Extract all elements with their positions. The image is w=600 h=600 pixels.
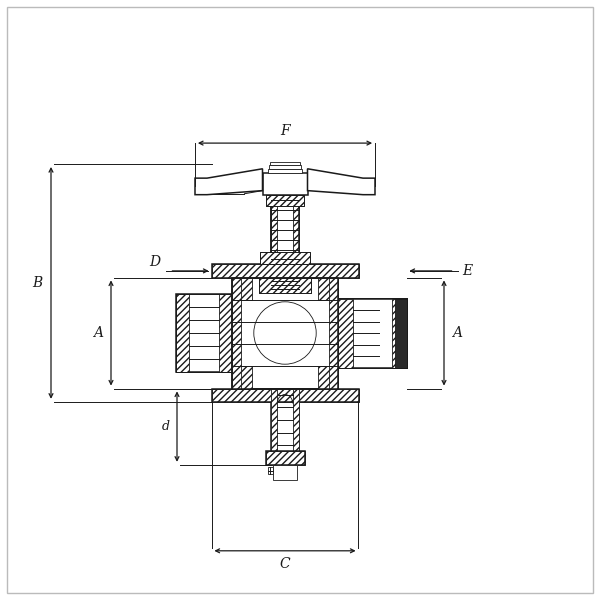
Bar: [271, 389, 299, 451]
Bar: [269, 165, 301, 169]
Bar: [232, 277, 337, 389]
Bar: [259, 277, 311, 292]
Text: C: C: [280, 557, 290, 571]
Bar: [337, 298, 407, 367]
Bar: [266, 196, 304, 206]
Bar: [232, 277, 252, 300]
Text: A: A: [452, 326, 462, 340]
Bar: [219, 294, 232, 372]
Bar: [271, 196, 299, 264]
Bar: [293, 196, 299, 264]
Bar: [271, 196, 299, 264]
Bar: [260, 252, 310, 264]
Bar: [176, 294, 189, 372]
Bar: [392, 298, 407, 367]
Text: d: d: [162, 420, 170, 433]
Bar: [212, 389, 359, 402]
Bar: [265, 451, 305, 464]
Bar: [271, 186, 299, 196]
Polygon shape: [308, 169, 375, 194]
Bar: [260, 252, 310, 264]
Text: D: D: [149, 255, 160, 269]
Bar: [268, 467, 273, 474]
Bar: [263, 173, 308, 196]
Bar: [212, 389, 359, 402]
Bar: [273, 464, 297, 479]
Bar: [271, 196, 277, 264]
Bar: [271, 389, 277, 451]
Bar: [212, 264, 359, 277]
Bar: [271, 161, 299, 165]
Bar: [293, 389, 299, 451]
Bar: [395, 298, 407, 367]
Bar: [232, 277, 241, 389]
Text: E: E: [463, 264, 473, 278]
Bar: [265, 451, 305, 464]
Text: B: B: [32, 276, 43, 290]
Bar: [337, 298, 353, 367]
Bar: [329, 277, 337, 389]
Bar: [268, 169, 302, 173]
Text: A: A: [93, 326, 103, 340]
Bar: [212, 264, 359, 277]
Bar: [232, 277, 337, 389]
Polygon shape: [195, 169, 263, 194]
Bar: [176, 294, 233, 372]
Circle shape: [254, 302, 316, 364]
Bar: [266, 196, 304, 206]
Bar: [318, 366, 337, 389]
Bar: [318, 277, 337, 300]
Text: F: F: [280, 124, 290, 138]
Bar: [259, 277, 311, 292]
Bar: [232, 366, 252, 389]
